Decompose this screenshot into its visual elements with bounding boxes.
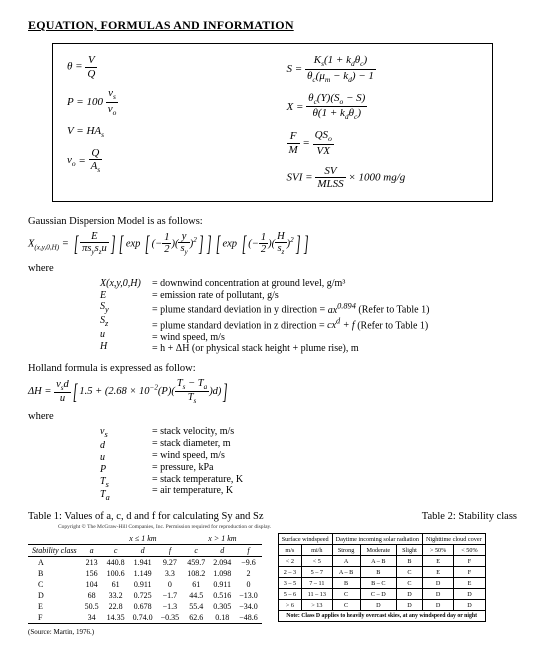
holland-equation: ΔH = vsdu[1.5 + (2.68 × 10−2(P)(Ts − TaT… <box>28 378 517 405</box>
formula: S = Ks(1 + kdθc)θc(μm − kd) − 1 <box>287 54 479 85</box>
formula-col-right: S = Ks(1 + kdθc)θc(μm − kd) − 1 X = θc(Y)… <box>273 44 493 201</box>
holland-intro: Holland formula is expressed as follow: <box>28 363 517 374</box>
page-title: EQUATION, FORMULAS AND INFORMATION <box>28 18 517 33</box>
gauss-intro: Gaussian Dispersion Model is as follows: <box>28 216 517 227</box>
formula-col-left: θ = VQ P = 100 vsvo V = HAs vo = QAs <box>53 44 273 201</box>
table-captions: Table 1: Values of a, c, d and f for cal… <box>28 511 517 522</box>
formula: SVI = SVMLSS × 1000 mg/g <box>287 165 479 191</box>
where-label-1: where <box>28 263 517 274</box>
table1: x ≤ 1 kmx > 1 kmStability classacdfcdfA2… <box>28 533 262 624</box>
formula: V = HAs <box>67 125 259 140</box>
source: (Source: Martin, 1976.) <box>28 628 517 636</box>
formula: FM = QSoVX <box>287 129 479 157</box>
formula: vo = QAs <box>67 147 259 175</box>
formula: θ = VQ <box>67 54 259 80</box>
table2: Surface windspeedDaytime incoming solar … <box>278 533 486 622</box>
gauss-equation: X(x,y,0,H) = [Eπsyszu][exp [(−12)(ysy)2]… <box>28 231 517 257</box>
copyright: Copyright © The McGraw-Hill Companies, I… <box>58 524 517 530</box>
formula-box: θ = VQ P = 100 vsvo V = HAs vo = QAs S = Ks… <box>52 43 493 202</box>
table1-caption: Table 1: Values of a, c, d and f for cal… <box>28 511 422 522</box>
holland-where: vsduPTsTa = stack velocity, m/s= stack d… <box>100 426 517 503</box>
formula: X = θc(Y)(So − S)θ(1 + kdθc) <box>287 92 479 123</box>
gauss-where: X(x,y,0,H)ESySzuH = downwind concentrati… <box>100 278 517 355</box>
formula: P = 100 vsvo <box>67 87 259 118</box>
table2-caption: Table 2: Stability class <box>422 511 517 522</box>
where-label-2: where <box>28 411 517 422</box>
